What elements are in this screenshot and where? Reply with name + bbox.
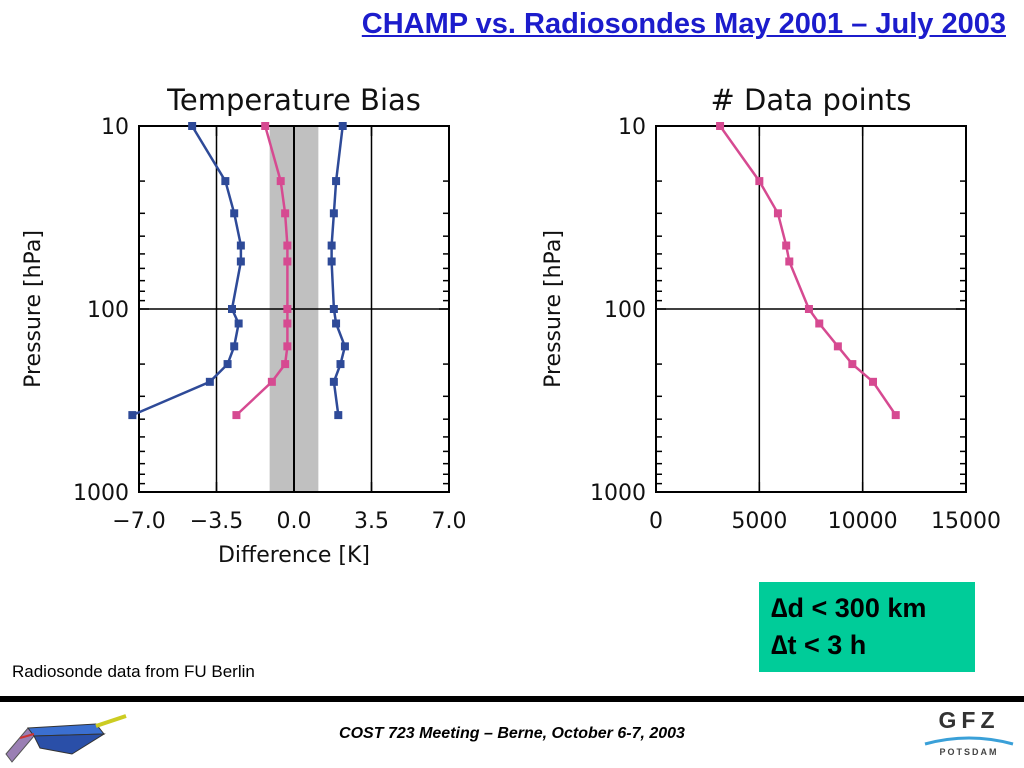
temp-bias-series-3-point bbox=[329, 209, 338, 218]
temp-bias-x-axis-label: Difference [K] bbox=[218, 543, 370, 568]
temp-bias-series-2-point bbox=[283, 305, 292, 313]
gfz-logo: GFZ POTSDAM bbox=[920, 706, 1018, 764]
temp-bias-series-3-point bbox=[336, 360, 345, 369]
data-points-series-1-point bbox=[782, 241, 791, 250]
temp-bias-series-2-point bbox=[261, 122, 270, 130]
temp-bias-series-3-point bbox=[332, 319, 341, 328]
temp-bias-series-2-point bbox=[281, 209, 290, 218]
data-points-chart: 10 100 10000 5000 10000 15000 # Data points Pre… bbox=[541, 83, 1001, 534]
temp-bias-x-tick-label: 7.0 bbox=[432, 509, 467, 534]
data-points-series-1-point bbox=[815, 319, 824, 328]
temp-bias-series-1-point bbox=[221, 177, 230, 186]
temp-bias-series-1-point bbox=[188, 122, 197, 130]
temp-bias-y-axis-label: Pressure [hPa] bbox=[21, 230, 46, 388]
temp-bias-series-1-point bbox=[236, 257, 245, 266]
temp-bias-series-2-point bbox=[232, 411, 241, 420]
temp-bias-x-tick-label: −7.0 bbox=[112, 509, 165, 534]
gfz-logo-city: POTSDAM bbox=[939, 747, 999, 757]
data-points-series-1-point bbox=[848, 360, 857, 369]
data-points-series-1-point bbox=[755, 177, 764, 186]
temp-bias-y-tick-label: 1000 bbox=[73, 481, 129, 506]
footer-divider bbox=[0, 696, 1024, 702]
data-points-series-1-point bbox=[716, 122, 725, 130]
data-points-series-1-line bbox=[719, 125, 897, 416]
gfz-swoosh-icon bbox=[924, 736, 1014, 746]
data-points-series-1-point bbox=[804, 305, 813, 313]
temp-bias-series-1-point bbox=[230, 209, 239, 218]
temp-bias-x-tick-label: −3.5 bbox=[190, 509, 243, 534]
temp-bias-series-1-point bbox=[228, 305, 236, 313]
temp-bias-series-3-point bbox=[327, 257, 336, 266]
collocation-criteria-box: ∆d < 300 km ∆t < 3 h bbox=[759, 582, 975, 672]
temp-bias-series-2-point bbox=[283, 319, 292, 328]
champ-satellite-icon bbox=[5, 714, 127, 763]
temp-bias-y-tick-label: 100 bbox=[87, 298, 129, 323]
temp-bias-series-2-point bbox=[283, 342, 292, 351]
temp-bias-title: Temperature Bias bbox=[166, 83, 421, 117]
data-points-title: # Data points bbox=[710, 83, 911, 117]
temp-bias-y-tick-label: 10 bbox=[101, 115, 129, 140]
temp-bias-series-3-point bbox=[334, 411, 343, 420]
temp-bias-series-1-point bbox=[205, 377, 214, 386]
data-points-y-tick-label: 100 bbox=[604, 298, 646, 323]
temp-bias-x-tick-label: 3.5 bbox=[354, 509, 389, 534]
distance-criterion: ∆d < 300 km bbox=[771, 593, 927, 623]
source-note: Radiosonde data from FU Berlin bbox=[12, 662, 255, 681]
temp-bias-series-2-point bbox=[267, 377, 276, 386]
data-points-y-tick-label: 10 bbox=[618, 115, 646, 140]
temp-bias-series-1-point bbox=[230, 342, 239, 351]
footer-meeting-text: COST 723 Meeting – Berne, October 6-7, 2… bbox=[339, 725, 685, 742]
data-points-x-tick-label: 5000 bbox=[731, 509, 787, 534]
temp-bias-series-1-point bbox=[223, 360, 232, 369]
temp-bias-x-tick-label: 0.0 bbox=[277, 509, 312, 534]
temp-bias-series-1-line bbox=[131, 125, 243, 417]
data-points-x-tick-label: 15000 bbox=[931, 509, 1001, 534]
temp-bias-series-3-point bbox=[327, 241, 336, 250]
data-points-y-tick-label: 1000 bbox=[590, 481, 646, 506]
data-points-series-1-point bbox=[785, 257, 794, 266]
data-points-series-1-point bbox=[869, 377, 877, 386]
data-points-x-tick-label: 0 bbox=[649, 509, 663, 534]
temp-bias-series-3-point bbox=[338, 122, 347, 130]
temp-bias-series-3-point bbox=[332, 177, 341, 186]
data-points-series-1-point bbox=[833, 342, 842, 351]
data-points-series-1-point bbox=[773, 209, 782, 218]
temp-bias-series-3-line bbox=[330, 125, 347, 416]
data-points-series-1-point bbox=[891, 411, 900, 420]
temperature-bias-chart: 10 100 1000 −7.0 −3.5 0.0 3.5 7.0 Temperature Bi… bbox=[21, 83, 467, 568]
gfz-logo-letters: GFZ bbox=[938, 707, 1000, 733]
temp-bias-series-1-point bbox=[128, 411, 137, 420]
temp-bias-series-2-point bbox=[276, 177, 285, 186]
temp-bias-series-1-point bbox=[234, 319, 243, 328]
temp-bias-series-3-point bbox=[329, 305, 338, 313]
temp-bias-series-3-point bbox=[329, 377, 338, 386]
temp-bias-series-1-point bbox=[236, 241, 245, 250]
slide-title: CHAMP vs. Radiosondes May 2001 – July 20… bbox=[361, 8, 1006, 40]
temp-bias-series-2-point bbox=[283, 241, 292, 250]
time-criterion: ∆t < 3 h bbox=[771, 630, 867, 660]
temp-bias-series-2-point bbox=[283, 257, 292, 266]
temp-bias-series-3-point bbox=[340, 342, 349, 351]
data-points-x-tick-label: 10000 bbox=[828, 509, 898, 534]
data-points-y-axis-label: Pressure [hPa] bbox=[541, 230, 566, 388]
temp-bias-series-2-point bbox=[281, 360, 290, 369]
